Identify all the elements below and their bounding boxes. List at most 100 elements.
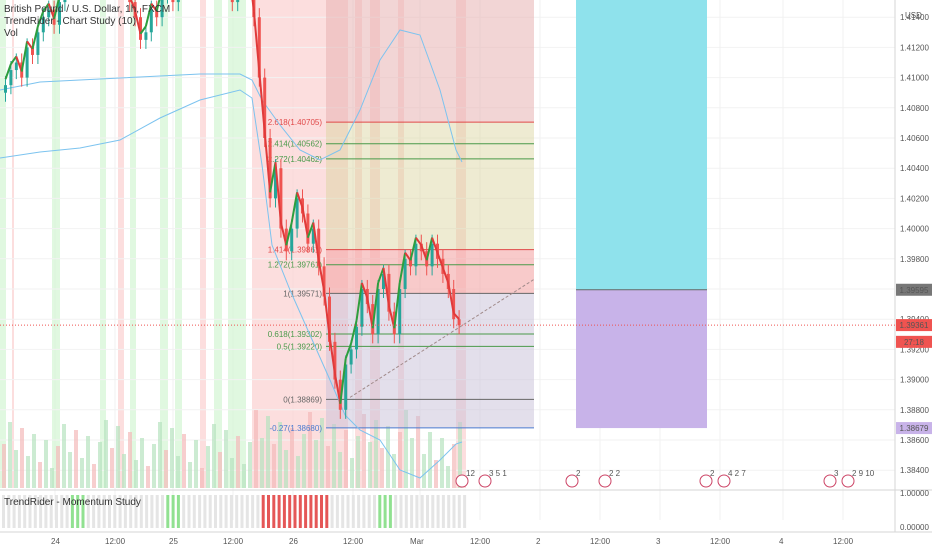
candle-body[interactable] bbox=[63, 0, 67, 3]
momentum-bar bbox=[150, 495, 154, 528]
candle-body[interactable] bbox=[257, 17, 261, 78]
candle-body[interactable] bbox=[387, 273, 391, 312]
momentum-bar bbox=[97, 495, 101, 528]
candle-body[interactable] bbox=[355, 326, 358, 350]
candle-body[interactable] bbox=[333, 341, 337, 380]
momentum-bar bbox=[166, 495, 170, 528]
candle-body[interactable] bbox=[349, 349, 353, 365]
candle-body[interactable] bbox=[274, 168, 277, 199]
candle-body[interactable] bbox=[328, 296, 331, 342]
momentum-bar bbox=[426, 495, 429, 528]
candle-body[interactable] bbox=[36, 32, 40, 55]
momentum-bar bbox=[171, 495, 175, 528]
candle-body[interactable] bbox=[144, 32, 148, 40]
momentum-bar bbox=[198, 495, 202, 528]
event-marker-icon[interactable] bbox=[478, 474, 492, 488]
x-tick-label: 4 bbox=[779, 537, 784, 546]
candle-body[interactable] bbox=[155, 9, 159, 18]
candle-body[interactable] bbox=[263, 77, 267, 138]
candle-body[interactable] bbox=[414, 243, 418, 267]
event-marker-icon[interactable] bbox=[823, 474, 837, 488]
candle-body[interactable] bbox=[58, 2, 61, 25]
candle-body[interactable] bbox=[430, 243, 434, 267]
candle-body[interactable] bbox=[14, 62, 18, 71]
price-tag-bg bbox=[896, 335, 932, 348]
volume-bar bbox=[296, 456, 300, 488]
candle-body[interactable] bbox=[236, 0, 240, 3]
candle-body[interactable] bbox=[409, 258, 412, 267]
event-marker-icon[interactable] bbox=[598, 474, 612, 488]
candle-body[interactable] bbox=[25, 47, 29, 78]
candle-body[interactable] bbox=[284, 228, 288, 252]
session-stripe bbox=[100, 0, 106, 488]
trend-rider-segment bbox=[36, 10, 45, 27]
candle-body[interactable] bbox=[295, 198, 299, 229]
y-tick-label: 1.40200 bbox=[900, 194, 929, 203]
candle-body[interactable] bbox=[176, 0, 180, 3]
candle-body[interactable] bbox=[338, 379, 342, 410]
candle-body[interactable] bbox=[403, 258, 407, 289]
trend-rider-segment bbox=[269, 161, 277, 193]
event-marker-icon[interactable] bbox=[841, 474, 855, 488]
symbol-title[interactable]: British Pound / U.S. Dollar, 1h, FXCM bbox=[4, 4, 171, 15]
candle-body[interactable] bbox=[4, 85, 7, 93]
candle-body[interactable] bbox=[171, 0, 175, 3]
candle-body[interactable] bbox=[279, 168, 283, 229]
price-tag-label: 1.38679 bbox=[900, 424, 929, 433]
candle-body[interactable] bbox=[149, 9, 153, 33]
momentum-bar bbox=[314, 495, 318, 528]
event-marker-icon[interactable] bbox=[565, 474, 579, 488]
candle-body[interactable] bbox=[457, 319, 461, 326]
momentum-bar bbox=[23, 495, 27, 528]
candle-body[interactable] bbox=[317, 228, 321, 267]
momentum-study-label[interactable]: TrendRider - Momentum Study bbox=[4, 497, 141, 508]
candle-body[interactable] bbox=[344, 364, 348, 410]
trend-rider-segment bbox=[285, 222, 293, 246]
candle-body[interactable] bbox=[452, 289, 456, 320]
momentum-bar bbox=[330, 495, 334, 528]
candle-body[interactable] bbox=[398, 289, 402, 335]
fib-trend-line[interactable] bbox=[349, 278, 535, 398]
candle-body[interactable] bbox=[371, 304, 375, 335]
candle-body[interactable] bbox=[322, 266, 326, 297]
candle-body[interactable] bbox=[376, 289, 380, 335]
momentum-bar bbox=[431, 495, 435, 528]
volume-bar bbox=[242, 464, 246, 488]
candle-body[interactable] bbox=[230, 0, 234, 3]
momentum-bar bbox=[145, 495, 149, 528]
candle-body[interactable] bbox=[360, 289, 364, 327]
momentum-bar bbox=[436, 495, 440, 528]
study-title[interactable]: TrendRider - Chart Study (10) bbox=[4, 16, 136, 27]
candle-body[interactable] bbox=[9, 70, 13, 86]
volume-bar bbox=[416, 416, 420, 488]
stop-zone[interactable] bbox=[576, 289, 707, 429]
candle-body[interactable] bbox=[290, 228, 294, 252]
volume-bar bbox=[26, 456, 30, 488]
event-marker-icon[interactable] bbox=[699, 474, 713, 488]
candle-body[interactable] bbox=[160, 0, 164, 18]
candle-body[interactable] bbox=[311, 228, 315, 244]
target-zone[interactable] bbox=[576, 0, 707, 290]
volume-bar bbox=[224, 430, 228, 488]
session-stripe bbox=[160, 0, 168, 488]
upper-band bbox=[0, 29, 463, 163]
momentum-bar bbox=[277, 495, 281, 528]
event-marker-icon[interactable] bbox=[455, 474, 469, 488]
volume-bar bbox=[332, 424, 336, 488]
candle-body[interactable] bbox=[139, 17, 142, 40]
candle-body[interactable] bbox=[268, 138, 272, 199]
candle-body[interactable] bbox=[306, 213, 310, 244]
candle-body[interactable] bbox=[47, 9, 51, 18]
candle-body[interactable] bbox=[128, 0, 132, 3]
vol-title[interactable]: Vol bbox=[4, 28, 18, 39]
volume-bar bbox=[254, 410, 258, 488]
volume-bar bbox=[116, 426, 120, 488]
session-stripe bbox=[200, 0, 206, 488]
candle-body[interactable] bbox=[382, 273, 385, 289]
momentum-bar bbox=[161, 495, 164, 528]
event-marker-icon[interactable] bbox=[717, 474, 731, 488]
momentum-bar bbox=[235, 495, 239, 528]
candle-body[interactable] bbox=[41, 17, 45, 33]
candle-body[interactable] bbox=[31, 47, 34, 55]
